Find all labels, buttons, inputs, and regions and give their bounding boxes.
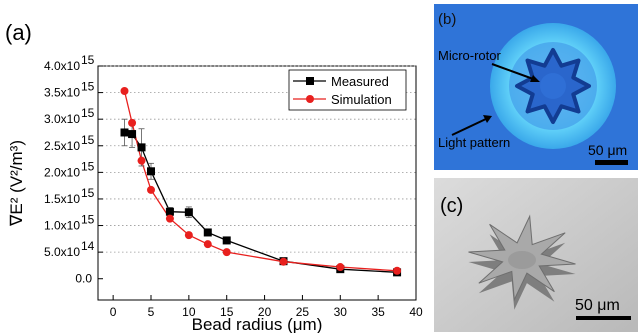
y-tick-label: 2.5x10 [44, 139, 80, 153]
micro-rotor-label: Micro-rotor [438, 48, 502, 63]
y-tick-label: 0.0 [75, 272, 92, 286]
panel-b-scale-bar [595, 160, 628, 165]
x-tick-label: 5 [148, 305, 155, 319]
data-point-simulation [165, 214, 174, 223]
data-point-simulation [203, 240, 212, 249]
y-tick-label: 5.0x10 [44, 245, 80, 259]
micro-rotor-arrow [491, 63, 537, 81]
y-axis-ticks: 0.05.0x10 141.0x10 151.5x10 152.0x10 152.5x1… [44, 53, 103, 286]
y-tick-exponent: 15 [81, 133, 95, 147]
legend: Measured Simulation [288, 69, 407, 111]
x-tick-label: 0 [110, 305, 117, 319]
data-point-measured [120, 128, 129, 137]
data-point-measured [222, 236, 231, 245]
panel-c-image: (c) 50 μm [434, 178, 638, 332]
data-point-simulation [279, 257, 288, 266]
y-tick-label: 1.5x10 [44, 192, 80, 206]
x-axis-title: Bead radius (μm) [192, 315, 323, 333]
light-pattern-arrowhead [483, 115, 492, 123]
y-axis-title: ∇E² (V²/m³) [7, 140, 26, 227]
x-axis-ticks: 0 5 10 15 20 25 30 35 40 [110, 295, 423, 319]
sem-rotor-hub [508, 251, 536, 269]
data-point-simulation [336, 263, 345, 272]
light-pattern-arrow [451, 117, 489, 136]
y-tick-exponent: 15 [81, 106, 95, 120]
x-tick-label: 25 [296, 305, 310, 319]
data-point-measured [203, 228, 212, 237]
y-tick-label: 3.0x10 [44, 112, 80, 126]
panel-c-scale-bar [576, 316, 631, 320]
data-point-simulation [137, 156, 146, 165]
panel-b-label: (b) [438, 11, 456, 28]
legend-simulation-label: Simulation [331, 92, 392, 107]
x-tick-label: 35 [371, 305, 385, 319]
y-tick-exponent: 15 [81, 186, 95, 200]
y-tick-exponent: 15 [81, 213, 95, 227]
legend-measured-marker [306, 77, 314, 85]
data-point-simulation [184, 231, 193, 240]
x-tick-label: 40 [409, 305, 423, 319]
markers [120, 86, 402, 277]
y-tick-label: 1.0x10 [44, 219, 80, 233]
y-tick-exponent: 15 [81, 53, 95, 67]
data-point-measured [147, 167, 155, 176]
data-point-simulation [147, 185, 155, 194]
legend-simulation-marker [306, 95, 314, 103]
panel-b-image: (b) Micro-rotor Light pattern 50 μm [434, 4, 638, 170]
panel-c-label: (c) [440, 195, 463, 217]
panel-c-scale-label: 50 μm [575, 297, 620, 314]
micro-rotor-arrowhead [530, 75, 540, 82]
panel-b-scale-label: 50 μm [588, 142, 627, 158]
data-point-simulation [222, 248, 231, 257]
x-tick-label: 20 [258, 305, 272, 319]
x-tick-label: 30 [334, 305, 348, 319]
data-point-measured [165, 207, 174, 216]
x-tick-label: 10 [182, 305, 196, 319]
data-point-simulation [128, 118, 137, 127]
y-tick-label: 2.0x10 [44, 165, 80, 179]
data-point-measured [137, 143, 146, 152]
y-tick-exponent: 15 [81, 80, 95, 94]
data-point-simulation [120, 86, 129, 95]
y-tick-exponent: 15 [81, 159, 95, 173]
y-tick-label: 4.0x10 [44, 59, 80, 73]
legend-box [288, 69, 407, 111]
y-tick-exponent: 14 [81, 239, 95, 253]
legend-measured-label: Measured [331, 74, 389, 89]
panel-a-label: (a) [5, 20, 32, 45]
data-point-measured [184, 208, 193, 217]
light-pattern-label: Light pattern [438, 135, 510, 150]
y-tick-label: 3.5x10 [44, 86, 80, 100]
x-tick-label: 15 [220, 305, 234, 319]
data-point-simulation [393, 266, 402, 275]
data-point-measured [128, 130, 137, 139]
rotor-hub [540, 73, 566, 99]
